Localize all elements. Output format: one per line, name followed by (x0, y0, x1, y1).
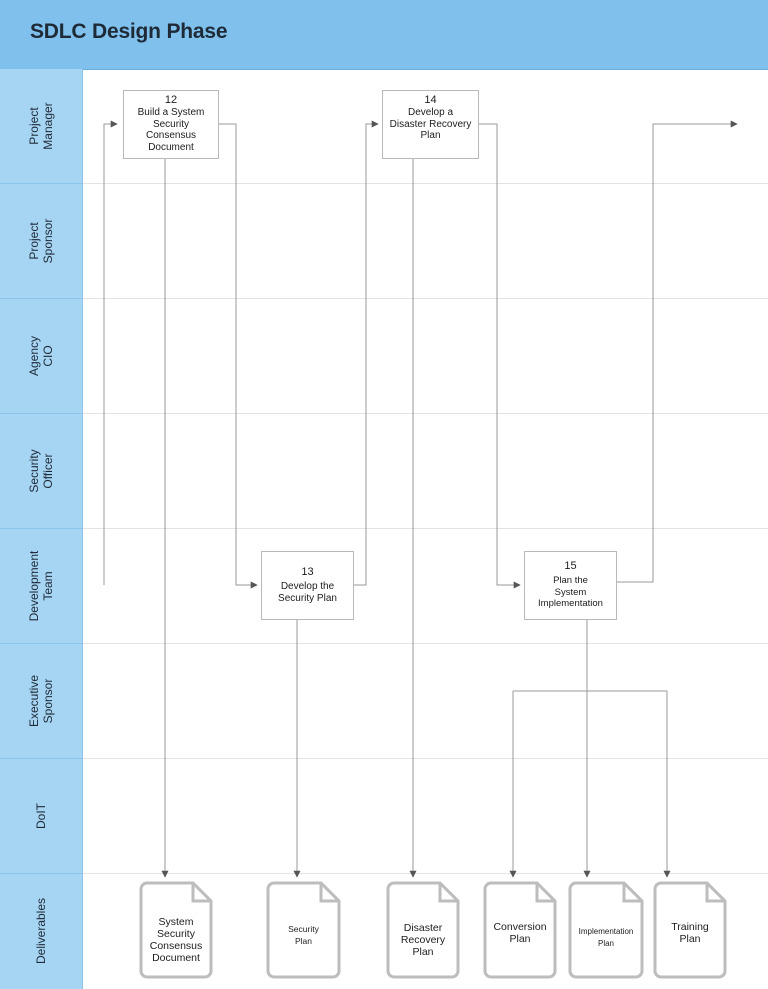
lane-row-executive-sponsor (83, 644, 768, 759)
task-label: Develop the Security Plan (278, 581, 337, 604)
lane-row-security-officer (83, 414, 768, 529)
task-number: 13 (301, 566, 314, 578)
task-12-box: 12 Build a System Security Consensus Doc… (123, 90, 219, 159)
document-icon (653, 881, 727, 979)
deliverable-label: System Security Consensus Document (149, 916, 203, 964)
task-label: Develop a Disaster Recovery Plan (389, 107, 472, 141)
deliverable-disaster-recovery-plan: Disaster Recovery Plan (386, 881, 460, 979)
task-label: Build a System Security Consensus Docume… (137, 107, 205, 153)
deliverable-label: Conversion Plan (493, 921, 547, 945)
lane-row-development-team (83, 529, 768, 644)
deliverable-label: Security Plan (288, 924, 319, 946)
task-label: Plan the System Implementation (538, 575, 603, 609)
flow-task-14-to-task-15 (479, 123, 521, 589)
lane-label-project-manager: Project Manager (0, 69, 82, 184)
lane-label-project-sponsor: Project Sponsor (0, 184, 82, 299)
document-icon (483, 881, 557, 979)
flow-start-to-task-12 (103, 120, 118, 585)
deliverable-implementation-plan: Implementation Plan (568, 881, 644, 979)
deliverable-label: Implementation Plan (578, 927, 634, 948)
task-number: 15 (564, 560, 577, 572)
document-icon (568, 881, 644, 979)
deliverable-conversion-plan: Conversion Plan (483, 881, 557, 979)
task-number: 14 (424, 94, 437, 106)
deliverable-security-plan: Security Plan (266, 881, 341, 979)
lane-row-project-manager (83, 69, 768, 184)
flow-task-15-to-end (617, 120, 738, 583)
lane-row-doit (83, 759, 768, 874)
deliverable-label: Training Plan (671, 921, 709, 945)
document-icon (266, 881, 341, 979)
lane-label-column: Project Manager Project Sponsor Agency C… (0, 69, 83, 989)
deliverable-training-plan: Training Plan (653, 881, 727, 979)
lane-label-agency-cio: Agency CIO (0, 299, 82, 414)
lane-row-agency-cio (83, 299, 768, 414)
task-number: 12 (164, 94, 178, 106)
header-bar: SDLC Design Phase (0, 0, 768, 70)
task-13-box: 13 Develop the Security Plan (261, 551, 354, 620)
deliverable-system-security-consensus-document: System Security Consensus Document (139, 881, 213, 979)
deliverable-label: Disaster Recovery Plan (400, 922, 446, 958)
task-14-box: 14 Develop a Disaster Recovery Plan (382, 90, 479, 159)
lane-label-security-officer: Security Officer (0, 414, 82, 529)
page-title: SDLC Design Phase (30, 20, 228, 43)
flow-task-12-to-task-13 (219, 123, 258, 589)
document-icon (139, 881, 213, 979)
document-icon (386, 881, 460, 979)
lane-label-development-team: Development Team (0, 529, 82, 644)
flow-task-13-to-task-14 (354, 120, 379, 586)
lane-row-project-sponsor (83, 184, 768, 299)
lane-label-executive-sponsor: Executive Sponsor (0, 644, 82, 759)
lane-label-doit: DoIT (0, 759, 82, 874)
task-15-box: 15 Plan the System Implementation (524, 551, 617, 620)
